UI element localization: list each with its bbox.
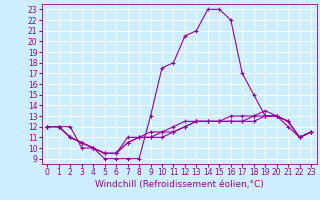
- X-axis label: Windchill (Refroidissement éolien,°C): Windchill (Refroidissement éolien,°C): [95, 180, 264, 189]
